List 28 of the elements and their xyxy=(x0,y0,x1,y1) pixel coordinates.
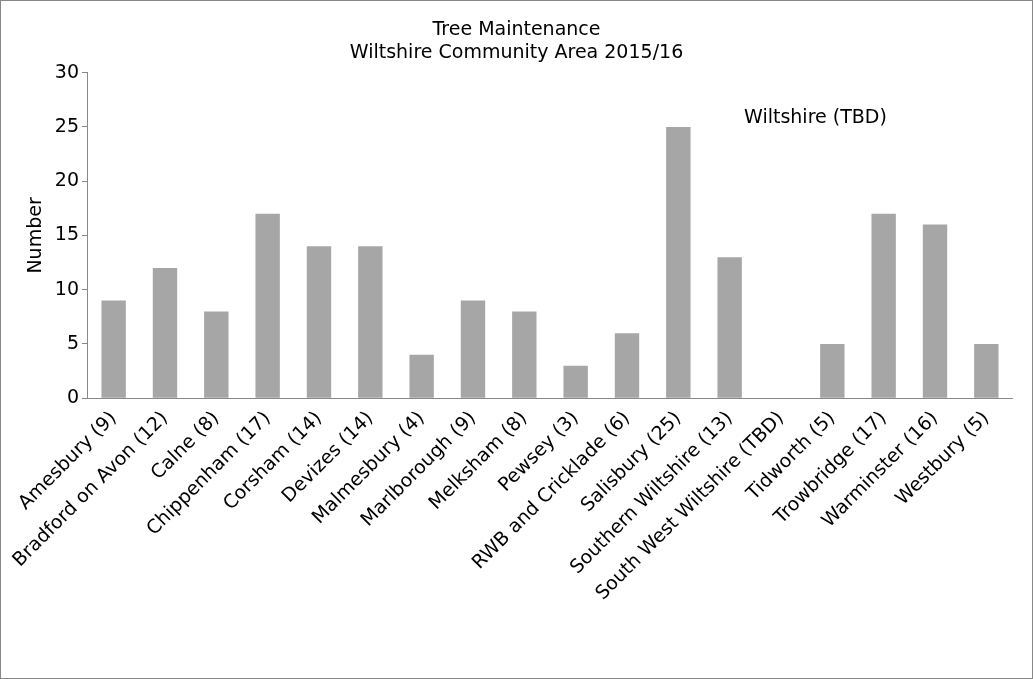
bar xyxy=(922,224,948,398)
y-tick-label: 5 xyxy=(66,330,79,353)
bar xyxy=(152,268,178,398)
bar xyxy=(820,344,845,398)
y-tick-label: 20 xyxy=(54,168,79,191)
bar xyxy=(460,300,486,398)
bar xyxy=(563,365,588,398)
y-axis-title: Number xyxy=(23,197,46,274)
bar xyxy=(409,354,434,398)
y-tick-label: 10 xyxy=(54,276,79,299)
bar xyxy=(974,344,999,398)
bar xyxy=(512,311,537,398)
y-tick-label: 15 xyxy=(54,222,79,245)
bar xyxy=(101,300,126,398)
chart-subtitle: Wiltshire Community Area 2015/16 xyxy=(349,40,684,63)
bar xyxy=(871,213,896,398)
bar xyxy=(358,246,383,398)
y-tick-label: 25 xyxy=(54,113,79,136)
annotation: Wiltshire (TBD) xyxy=(744,104,887,127)
chart-title: Tree Maintenance xyxy=(431,17,601,40)
bar xyxy=(255,213,280,398)
bar xyxy=(306,246,332,398)
bar xyxy=(717,257,742,398)
bar xyxy=(614,333,640,398)
y-tick-label: 30 xyxy=(54,59,79,82)
y-tick-label: 0 xyxy=(66,385,79,408)
bar xyxy=(666,126,691,398)
bar xyxy=(204,311,229,398)
